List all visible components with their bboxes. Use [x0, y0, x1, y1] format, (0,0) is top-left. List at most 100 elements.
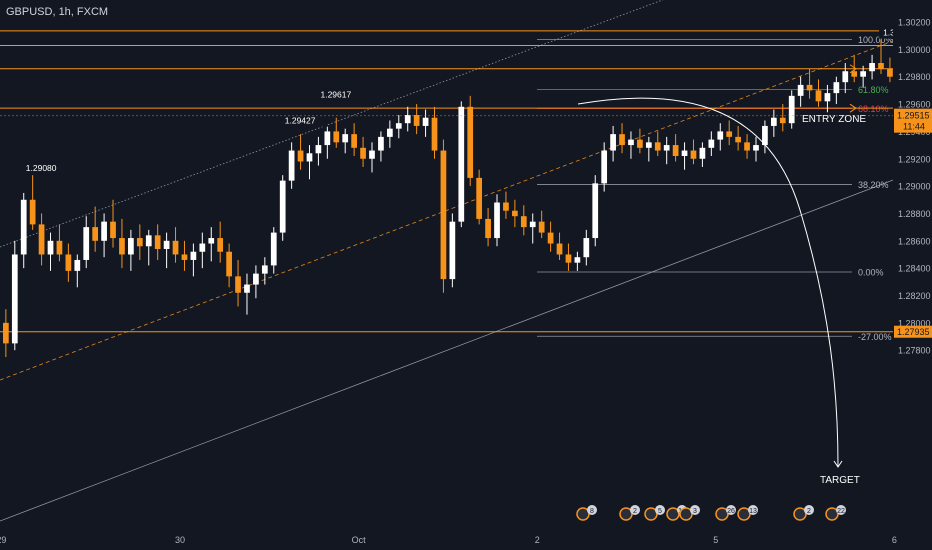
event-count-label: 2: [807, 508, 811, 515]
current-price-tag: [894, 108, 932, 133]
event-count-bubble: [655, 505, 665, 515]
candle-body: [145, 235, 152, 247]
candle-body: [476, 177, 483, 219]
candle-body: [610, 134, 616, 151]
candle-body: [681, 150, 688, 157]
candle-body: [306, 153, 313, 162]
candle-body: [512, 210, 518, 217]
candle-body: [378, 136, 384, 151]
candle-body: [29, 199, 36, 225]
candle-body: [824, 93, 831, 102]
y-tick-label: 1.29600: [898, 100, 931, 110]
peak-price-label: 1.30071: [883, 28, 914, 38]
candle-body: [440, 150, 447, 280]
candle-body: [324, 131, 331, 146]
candle-body: [672, 145, 679, 157]
candle-body: [619, 134, 625, 146]
candle-body: [717, 131, 724, 140]
y-tick-label: 1.28200: [898, 291, 931, 301]
candle-body: [770, 117, 777, 126]
candle-body: [181, 254, 188, 260]
candle-body: [601, 150, 608, 184]
candle-body: [654, 142, 661, 151]
candle-body: [92, 227, 99, 241]
candle-body: [65, 254, 72, 271]
candle-body: [690, 150, 697, 159]
candle-body: [333, 131, 340, 143]
candle-body: [163, 240, 170, 250]
candle-body: [467, 106, 474, 178]
candle-body: [529, 221, 536, 228]
candle-body: [503, 202, 509, 211]
candle-body: [190, 251, 197, 260]
peak-price-label: 1.29617: [320, 90, 351, 100]
y-tick-label: 1.29200: [898, 154, 931, 164]
fib-level-label: -27.00%: [858, 332, 892, 342]
candle-body: [244, 284, 250, 293]
candle-body: [395, 123, 402, 129]
candle-body: [369, 150, 375, 159]
candle-body: [128, 238, 134, 255]
candle-body: [726, 131, 733, 137]
symbol-label: GBPUSD, 1h, FXCM: [6, 6, 109, 18]
bar-countdown-label: 11:44: [903, 122, 925, 132]
candle-body: [199, 243, 206, 252]
event-count-bubble: [836, 505, 846, 515]
fib-level-label: 38.20%: [858, 180, 889, 190]
candle-body: [485, 218, 491, 239]
level-price-tag: [894, 325, 932, 338]
candle-body: [779, 117, 786, 124]
candle-body: [279, 180, 286, 233]
candle-body: [360, 147, 366, 159]
candle-body: [592, 183, 599, 239]
channel-lower-line: [0, 179, 893, 522]
event-count-label: 3: [693, 508, 697, 515]
candle-body: [556, 243, 563, 255]
candle-body: [253, 273, 259, 285]
peak-label-bg: [280, 114, 328, 127]
candle-body: [315, 145, 322, 154]
candle-body: [520, 216, 527, 228]
fib-level-label: 0.00%: [858, 267, 884, 277]
candle-body: [833, 82, 840, 94]
candle-body: [708, 139, 715, 148]
event-count-bubble: [748, 505, 758, 515]
plot-layer: 100.00% 61.80% 68.10% 38.20% 0.00% -27.00% ENT…: [0, 0, 914, 522]
candle-body: [3, 322, 9, 344]
current-price-label: 1.29515: [897, 111, 930, 121]
candle-body: [744, 142, 750, 151]
candle-body: [172, 240, 179, 255]
projection-arrowhead: [833, 460, 843, 468]
event-count-bubble: [804, 505, 814, 515]
event-count-bubble: [726, 505, 736, 515]
candle-body: [101, 221, 107, 241]
candle-body: [458, 106, 465, 222]
candle-body: [297, 150, 304, 162]
candle-body: [663, 145, 670, 151]
candle-body: [851, 71, 858, 77]
candle-body: [788, 95, 795, 124]
candle-body: [860, 71, 867, 77]
candle-body: [628, 139, 634, 146]
candle-body: [422, 117, 429, 126]
y-tick-label: 1.30200: [898, 18, 931, 28]
level-price-label: 1.27935: [897, 327, 930, 337]
x-tick-label: 2: [535, 535, 540, 545]
candle-body: [342, 134, 349, 143]
y-tick-label: 1.29000: [898, 182, 931, 192]
candle-body: [735, 136, 741, 143]
target-label: TARGET: [820, 475, 860, 486]
channel-mid-line: [0, 40, 893, 381]
candle-body: [226, 251, 232, 277]
candle-body: [119, 238, 125, 255]
candle-body: [208, 238, 215, 244]
event-count-label: 13: [749, 508, 757, 515]
candle-body: [449, 221, 456, 280]
candle-body: [645, 142, 652, 148]
fib-level-label: 100.00%: [858, 35, 894, 45]
fib-level-label: 61.80%: [858, 85, 889, 95]
candle-body: [110, 221, 116, 239]
event-count-label: 8: [590, 508, 594, 515]
